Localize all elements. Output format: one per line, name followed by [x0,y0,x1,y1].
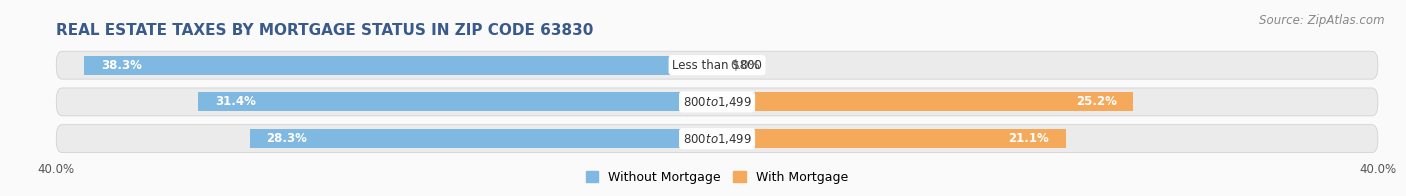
Text: 38.3%: 38.3% [101,59,142,72]
Text: 21.1%: 21.1% [1008,132,1049,145]
Text: $800 to $1,499: $800 to $1,499 [682,95,752,109]
Text: 31.4%: 31.4% [215,95,256,108]
Text: Source: ZipAtlas.com: Source: ZipAtlas.com [1260,14,1385,27]
Bar [84,56,717,75]
Text: REAL ESTATE TAXES BY MORTGAGE STATUS IN ZIP CODE 63830: REAL ESTATE TAXES BY MORTGAGE STATUS IN … [56,23,593,38]
Text: 0.0%: 0.0% [730,59,759,72]
FancyBboxPatch shape [56,125,1378,153]
FancyBboxPatch shape [56,88,1378,116]
Bar [717,129,1066,148]
Bar [717,92,1133,112]
Text: $800 to $1,499: $800 to $1,499 [682,132,752,146]
Bar [198,92,717,112]
Text: Less than $800: Less than $800 [672,59,762,72]
Text: 25.2%: 25.2% [1076,95,1116,108]
Legend: Without Mortgage, With Mortgage: Without Mortgage, With Mortgage [586,171,848,184]
Bar [249,129,717,148]
FancyBboxPatch shape [56,51,1378,79]
Text: 28.3%: 28.3% [266,132,307,145]
